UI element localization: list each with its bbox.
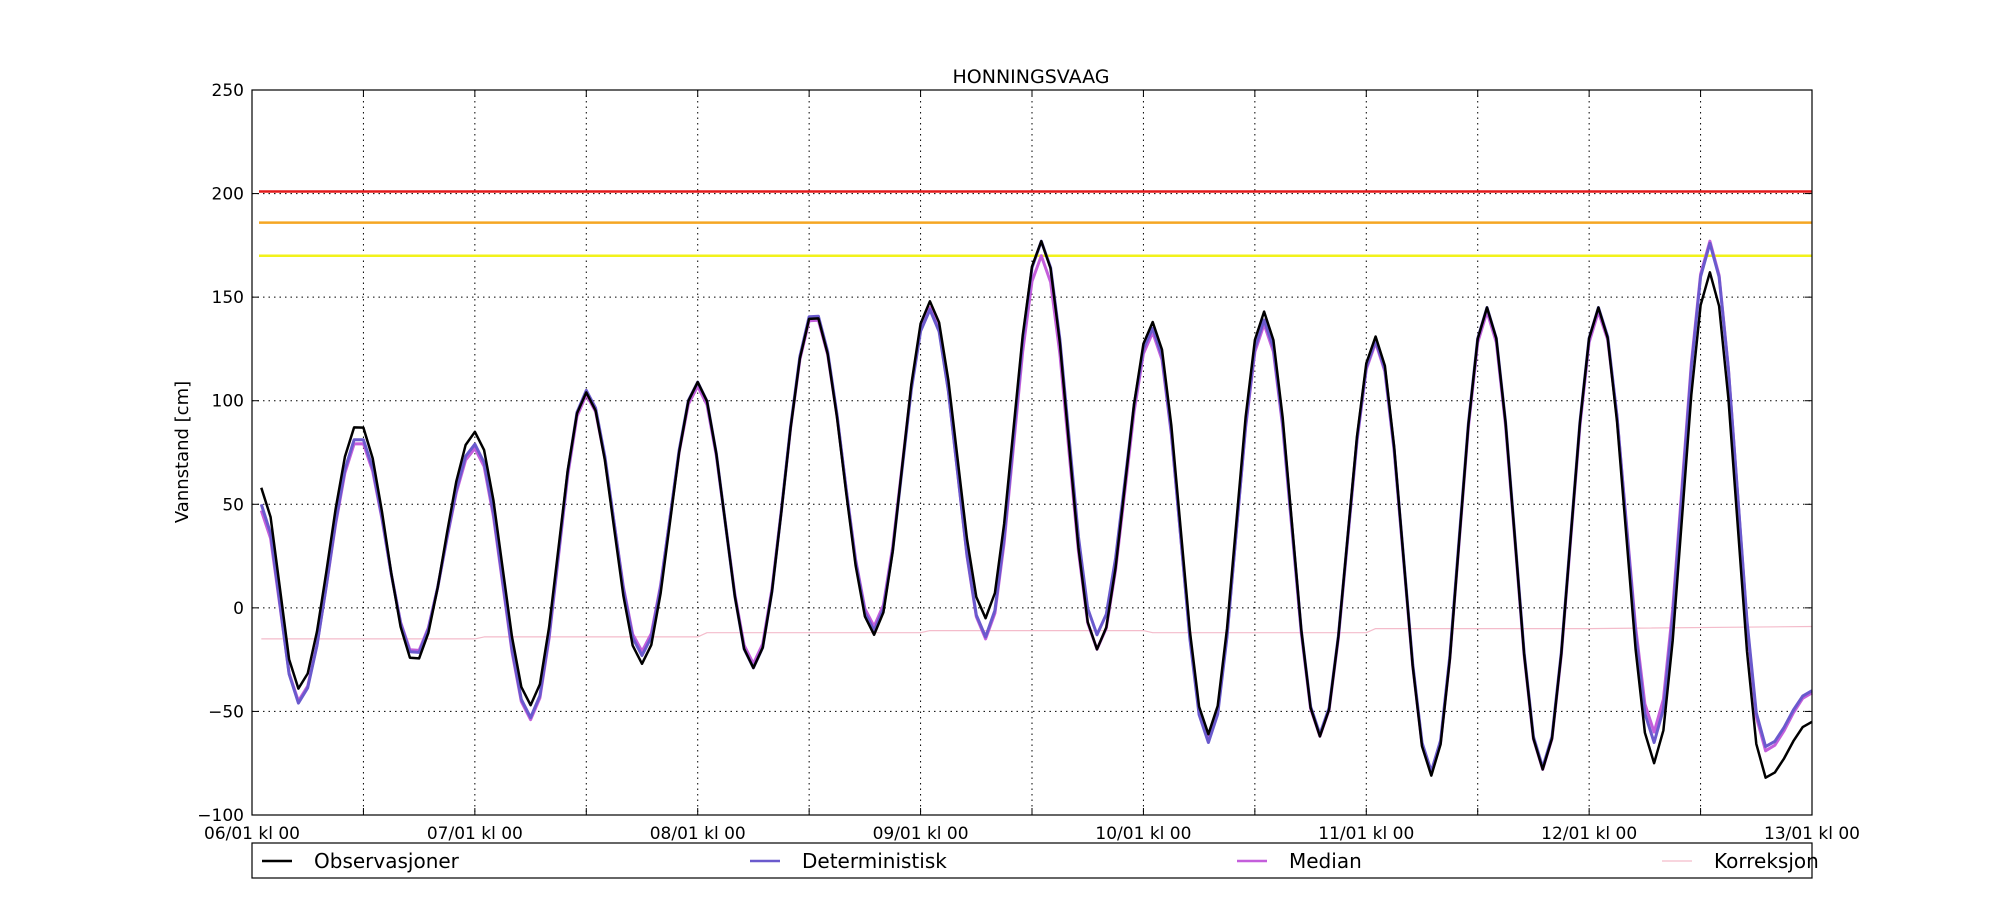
y-axis: −100 −50 0 50 100 150 200 250 <box>197 81 1812 826</box>
x-tick-label: 09/01 kl 00 <box>873 824 969 844</box>
series-lines <box>259 239 1813 779</box>
chart-title: HONNINGSVAAG <box>953 66 1110 88</box>
legend-label: Median <box>1289 849 1362 873</box>
y-axis-label: Vannstand [cm] <box>172 381 193 523</box>
x-tick-label: 06/01 kl 00 <box>204 824 300 844</box>
legend-label: Deterministisk <box>802 849 947 873</box>
y-tick-label: 250 <box>212 81 244 101</box>
x-tick-label: 12/01 kl 00 <box>1541 824 1637 844</box>
x-tick-label: 11/01 kl 00 <box>1318 824 1414 844</box>
y-tick-label: 50 <box>222 495 244 515</box>
y-tick-label: 200 <box>212 185 244 205</box>
series-line-observasjoner <box>260 239 1813 779</box>
grid-lines <box>252 90 1812 815</box>
legend-label: Observasjoner <box>314 849 460 873</box>
legend-label: Korreksjon <box>1714 849 1819 873</box>
y-tick-label: −100 <box>197 806 244 826</box>
y-tick-label: 100 <box>212 392 244 412</box>
x-axis: 06/01 kl 00 07/01 kl 00 08/01 kl 00 09/01 k… <box>204 90 1860 844</box>
legend: Observasjoner Deterministisk Median Korreks… <box>262 849 1819 873</box>
x-tick-label: 13/01 kl 00 <box>1764 824 1860 844</box>
series-line-korreksjon <box>261 625 1813 640</box>
y-tick-label: 0 <box>233 599 244 619</box>
x-tick-label: 10/01 kl 00 <box>1095 824 1191 844</box>
legend-box <box>251 842 1813 879</box>
y-tick-label: 150 <box>212 288 244 308</box>
x-tick-label: 08/01 kl 00 <box>650 824 746 844</box>
y-tick-label: −50 <box>208 702 244 722</box>
x-tick-label: 07/01 kl 00 <box>427 824 523 844</box>
